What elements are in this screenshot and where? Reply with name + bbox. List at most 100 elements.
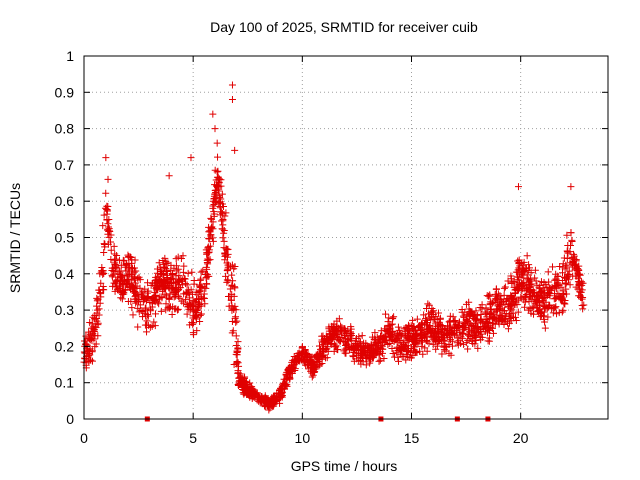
- data-point: [358, 332, 366, 340]
- data-point: [496, 303, 504, 311]
- data-point: [508, 306, 516, 314]
- data-point: [453, 339, 461, 347]
- data-point: [389, 350, 397, 358]
- data-point: [119, 280, 127, 288]
- data-point: [138, 289, 146, 297]
- data-point: [514, 308, 522, 316]
- data-point: [342, 327, 350, 335]
- data-point: [488, 319, 496, 327]
- data-point: [419, 350, 427, 358]
- data-point: [384, 341, 392, 349]
- data-point: [179, 268, 187, 276]
- data-point: [556, 295, 564, 303]
- data-point: [416, 324, 424, 332]
- data-point: [532, 277, 540, 285]
- data-point: [380, 354, 388, 362]
- data-point: [103, 206, 111, 214]
- data-point: [514, 183, 522, 191]
- data-point: [234, 344, 242, 352]
- data-point: [362, 351, 370, 359]
- data-point: [222, 209, 230, 217]
- data-point: [405, 326, 413, 334]
- data-point: [302, 361, 310, 369]
- data-point: [99, 222, 107, 230]
- data-point: [183, 281, 191, 289]
- data-point: [470, 326, 478, 334]
- data-point: [153, 265, 161, 273]
- data-point: [194, 291, 202, 299]
- data-point: [512, 298, 520, 306]
- data-point: [507, 302, 515, 310]
- x-tick-label: 10: [295, 430, 311, 446]
- data-point: [515, 280, 523, 288]
- data-point: [432, 345, 440, 353]
- data-point: [210, 201, 218, 209]
- data-point: [141, 285, 149, 293]
- data-point: [164, 259, 172, 267]
- data-point: [211, 125, 219, 133]
- data-point: [186, 294, 194, 302]
- data-point: [409, 351, 417, 359]
- data-point: [228, 96, 236, 104]
- data-point: [483, 313, 491, 321]
- data-point: [485, 318, 493, 326]
- data-point: [465, 328, 473, 336]
- data-point: [530, 310, 538, 318]
- data-point: [541, 318, 549, 326]
- data-point: [468, 337, 476, 345]
- data-point: [102, 154, 110, 162]
- data-point: [110, 242, 118, 250]
- x-tick-label: 5: [189, 430, 197, 446]
- data-point: [132, 291, 140, 299]
- data-point: [402, 350, 410, 358]
- data-point: [205, 272, 213, 280]
- data-point: [315, 362, 323, 370]
- data-point: [92, 340, 100, 348]
- data-point: [496, 311, 504, 319]
- data-point: [187, 154, 195, 162]
- data-point: [226, 292, 234, 300]
- data-point: [470, 331, 478, 339]
- data-point: [230, 305, 238, 313]
- data-point: [228, 81, 236, 89]
- data-point: [288, 365, 296, 373]
- data-point: [165, 172, 173, 180]
- data-point: [395, 357, 403, 365]
- data-point: [556, 262, 564, 270]
- data-point: [563, 274, 571, 282]
- data-point: [507, 272, 515, 280]
- data-point: [185, 288, 193, 296]
- data-point: [255, 397, 263, 405]
- data-point: [229, 327, 237, 335]
- data-point: [94, 321, 102, 329]
- data-point: [507, 317, 515, 325]
- data-point: [211, 166, 219, 174]
- data-point: [307, 353, 315, 361]
- data-point: [455, 318, 463, 326]
- data-point: [521, 303, 529, 311]
- data-point: [477, 311, 485, 319]
- data-point: [388, 344, 396, 352]
- data-point: [567, 229, 575, 237]
- data-point: [445, 340, 453, 348]
- data-point: [246, 379, 254, 387]
- data-point: [104, 202, 112, 210]
- data-point: [434, 327, 442, 335]
- data-point: [102, 189, 110, 197]
- data-point: [465, 298, 473, 306]
- data-point: [372, 350, 380, 358]
- data-point: [111, 250, 119, 258]
- data-point: [216, 199, 224, 207]
- data-point: [383, 327, 391, 335]
- data-point: [87, 335, 95, 343]
- data-point: [230, 265, 238, 273]
- data-point: [194, 305, 202, 313]
- data-point: [316, 355, 324, 363]
- data-point: [124, 251, 132, 259]
- data-point: [465, 305, 473, 313]
- data-point: [322, 345, 330, 353]
- data-point: [413, 315, 421, 323]
- data-point: [500, 320, 508, 328]
- data-point: [172, 279, 180, 287]
- data-point: [428, 308, 436, 316]
